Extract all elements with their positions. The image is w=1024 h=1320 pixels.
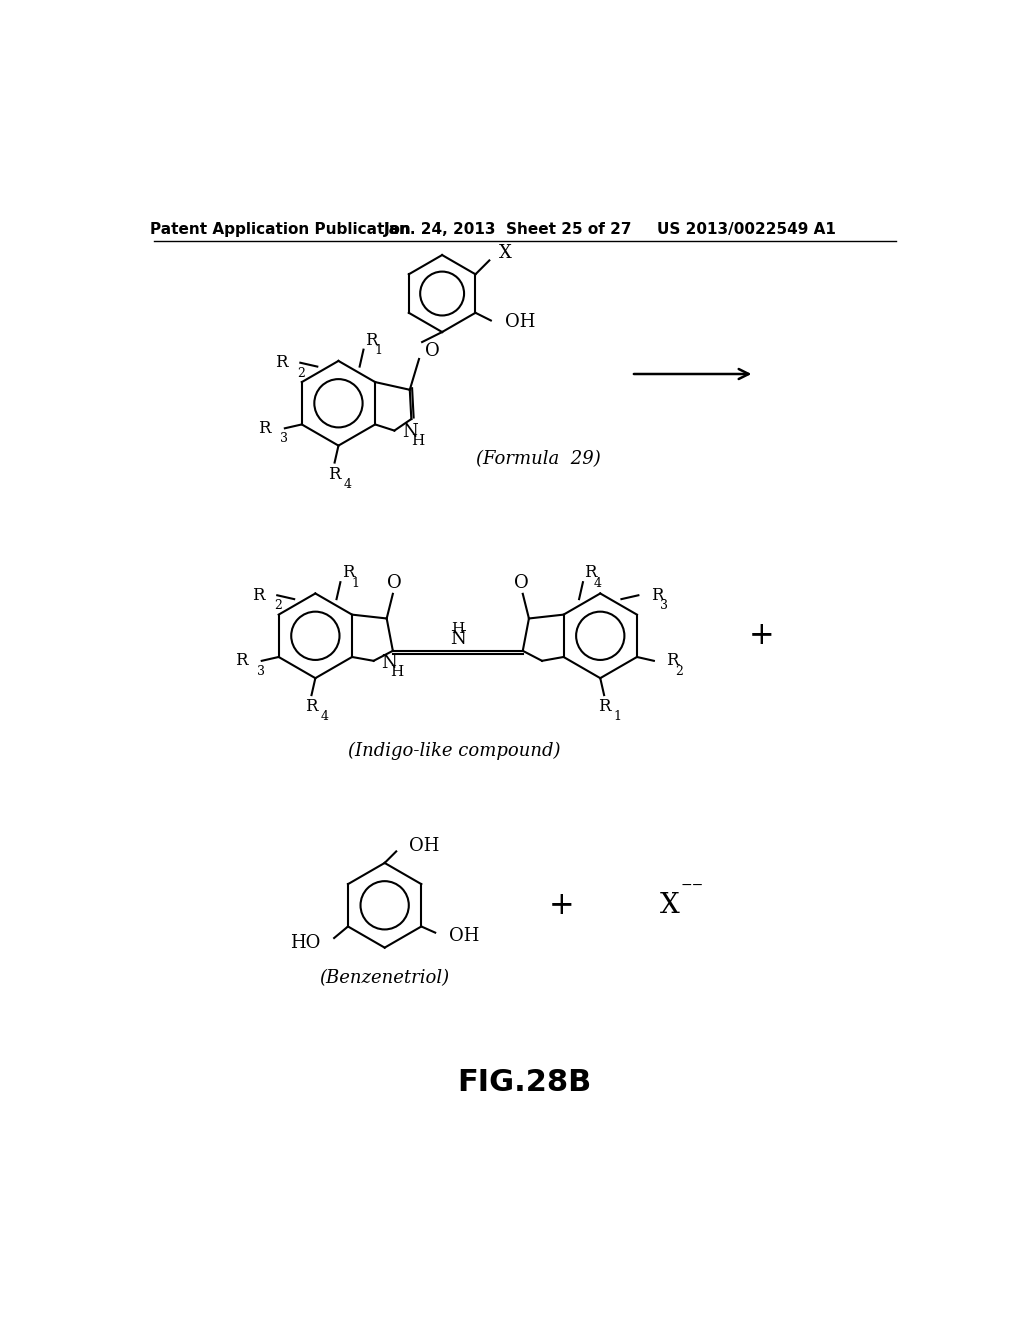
Text: 2: 2 [297,367,305,380]
Text: (Formula  29): (Formula 29) [476,450,601,467]
Text: X: X [499,244,511,261]
Text: N: N [381,655,397,672]
Text: R: R [598,698,610,715]
Text: R: R [585,565,597,581]
Text: R: R [650,587,664,603]
Text: (Benzenetriol): (Benzenetriol) [319,969,450,987]
Text: 4: 4 [321,710,329,723]
Text: (Indigo-like compound): (Indigo-like compound) [348,742,560,760]
Text: US 2013/0022549 A1: US 2013/0022549 A1 [657,222,836,236]
Text: R: R [365,331,378,348]
Text: OH: OH [505,313,536,331]
Text: 1: 1 [351,577,359,590]
Text: 3: 3 [257,665,265,677]
Text: 2: 2 [274,599,282,612]
Text: R: R [305,698,317,715]
Text: R: R [275,354,288,371]
Text: 1: 1 [613,710,622,723]
Text: N: N [450,630,466,648]
Text: OH: OH [450,927,479,945]
Text: R: R [258,420,271,437]
Text: H: H [412,434,425,449]
Text: 3: 3 [659,599,668,612]
Text: R: R [329,466,341,483]
Text: FIG.28B: FIG.28B [458,1068,592,1097]
Text: Jan. 24, 2013  Sheet 25 of 27: Jan. 24, 2013 Sheet 25 of 27 [384,222,632,236]
Text: OH: OH [410,837,439,855]
Text: R: R [253,587,265,603]
Text: H: H [452,622,465,636]
Text: 4: 4 [594,577,602,590]
Text: −−: −− [680,878,703,892]
Text: O: O [387,574,401,593]
Text: 3: 3 [281,432,288,445]
Text: 1: 1 [374,345,382,358]
Text: 2: 2 [676,665,683,677]
Text: R: R [236,652,248,669]
Text: X: X [659,892,680,919]
Text: R: R [667,652,679,669]
Text: HO: HO [290,935,321,953]
Text: 4: 4 [344,478,352,491]
Text: O: O [514,574,528,593]
Text: N: N [402,424,418,441]
Text: Patent Application Publication: Patent Application Publication [151,222,411,236]
Text: O: O [425,342,440,360]
Text: R: R [342,565,354,581]
Text: +: + [549,890,574,921]
Text: +: + [750,620,775,651]
Text: H: H [390,665,403,680]
